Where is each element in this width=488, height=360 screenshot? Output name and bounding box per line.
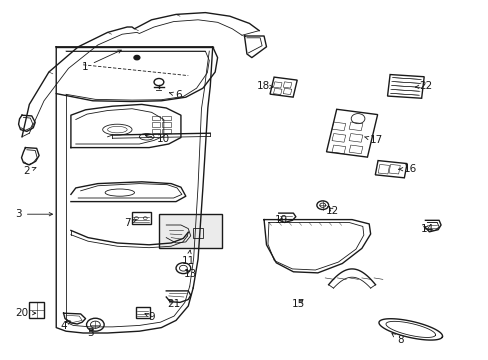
Text: 4: 4 <box>60 321 70 331</box>
Text: 22: 22 <box>415 81 431 91</box>
Bar <box>132 212 150 224</box>
Text: 11: 11 <box>181 250 195 266</box>
Text: 18: 18 <box>256 81 272 91</box>
Text: 15: 15 <box>291 299 305 309</box>
Text: 17: 17 <box>364 135 383 145</box>
Text: 5: 5 <box>87 328 94 338</box>
Text: 12: 12 <box>325 206 339 216</box>
Circle shape <box>134 55 140 60</box>
Text: 2: 2 <box>23 166 36 176</box>
Text: 1: 1 <box>82 50 121 72</box>
Bar <box>193 228 203 238</box>
Bar <box>136 307 149 318</box>
Text: 14: 14 <box>420 224 434 234</box>
Bar <box>151 129 160 133</box>
Text: 21: 21 <box>166 299 180 309</box>
Bar <box>162 129 171 133</box>
Text: 13: 13 <box>183 269 197 279</box>
Bar <box>162 116 171 120</box>
Text: 6: 6 <box>169 90 182 100</box>
Bar <box>162 122 171 127</box>
Text: 9: 9 <box>145 312 155 322</box>
Bar <box>29 302 44 318</box>
Bar <box>151 122 160 127</box>
Text: 8: 8 <box>391 334 404 345</box>
Text: 3: 3 <box>15 209 52 219</box>
Text: 10: 10 <box>145 134 170 144</box>
Bar <box>159 214 222 248</box>
Text: 7: 7 <box>123 218 136 228</box>
Bar <box>151 116 160 120</box>
Text: 16: 16 <box>398 164 417 174</box>
Text: 20: 20 <box>16 308 36 318</box>
Text: 19: 19 <box>274 215 287 225</box>
